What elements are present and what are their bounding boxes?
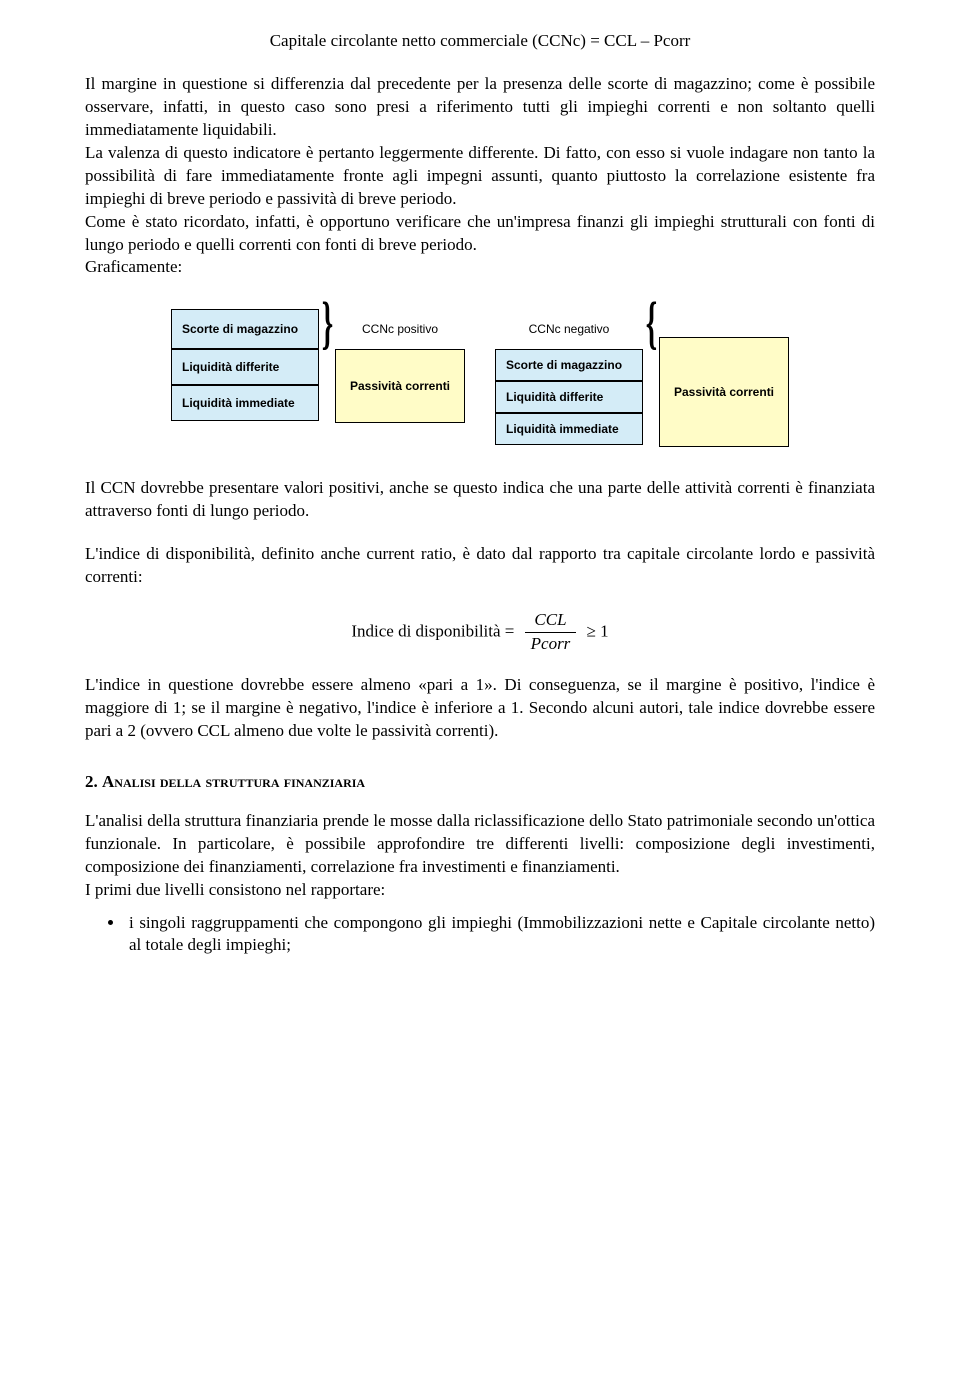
paragraph-9: I primi due livelli consistono nel rappo… [85,879,875,902]
paragraph-block-1: Il margine in questione si differenzia d… [85,73,875,279]
formula-lhs: Indice di disponibilità = [351,621,514,640]
box-liq-diff-left: Liquidità differite [171,349,319,385]
box-scorte-right: Scorte di magazzino [495,349,643,381]
paragraph-7: L'indice in questione dovrebbe essere al… [85,674,875,743]
section-title: Analisi della struttura finanziaria [102,772,365,791]
box-scorte-left: Scorte di magazzino [171,309,319,349]
box-liq-imm-left: Liquidità immediate [171,385,319,421]
spacer-right [659,309,789,337]
paragraph-4: Graficamente: [85,256,875,279]
box-liq-diff-right: Liquidità differite [495,381,643,413]
paragraph-6: L'indice di disponibilità, definito anch… [85,543,875,589]
formula-rhs: ≥ 1 [587,621,609,640]
paragraph-3: Come è stato ricordato, infatti, è oppor… [85,211,875,257]
box-passivita-left: Passività correnti [335,349,465,423]
section-2-heading: 2. Analisi della struttura finanziaria [85,771,875,794]
ccnc-diagram: Scorte di magazzino Liquidità differite … [85,309,875,447]
bullet-list: i singoli raggruppamenti che compongono … [125,912,875,958]
paragraph-2: La valenza di questo indicatore è pertan… [85,142,875,211]
paragraph-1: Il margine in questione si differenzia d… [85,73,875,142]
brace-left: } [319,309,335,447]
box-liq-imm-right: Liquidità immediate [495,413,643,445]
label-ccnc-negativo: CCNc negativo [495,309,643,349]
paragraph-8: L'analisi della struttura finanziaria pr… [85,810,875,879]
formula-denominator: Pcorr [525,633,577,656]
label-ccnc-positivo: CCNc positivo [335,309,465,349]
section-number: 2. [85,772,98,791]
brace-right: { [643,309,659,447]
paragraph-5: Il CCN dovrebbe presentare valori positi… [85,477,875,523]
box-passivita-right: Passività correnti [659,337,789,447]
bullet-item-1: i singoli raggruppamenti che compongono … [125,912,875,958]
formula-numerator: CCL [525,609,577,633]
formula-ccnc: Capitale circolante netto commerciale (C… [85,30,875,53]
formula-disponibilita: Indice di disponibilità = CCL Pcorr ≥ 1 [85,609,875,656]
